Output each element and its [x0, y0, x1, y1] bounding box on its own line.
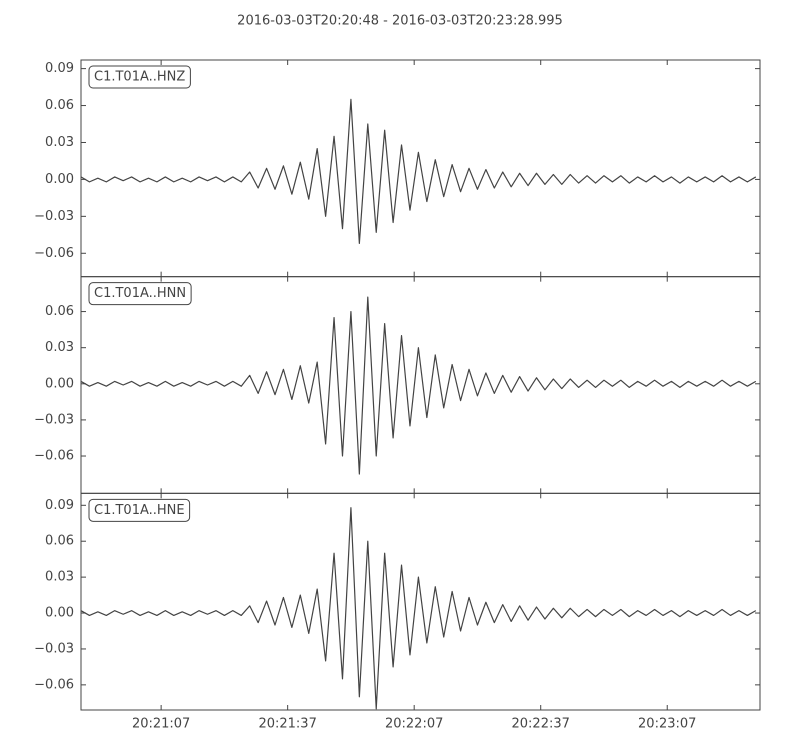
y-tick-label: 0.06: [45, 534, 74, 549]
y-tick-label: −0.03: [34, 412, 74, 427]
y-tick-label: −0.03: [34, 209, 74, 224]
y-tick-label: 0.09: [45, 61, 74, 76]
trace-label-box: [88, 65, 191, 89]
trace: [81, 507, 757, 710]
x-tick-label: 20:22:07: [385, 717, 443, 732]
x-tick-label: 20:21:07: [132, 717, 190, 732]
trace: [81, 98, 757, 245]
y-tick-label: −0.06: [34, 677, 74, 692]
y-tick-label: −0.03: [34, 641, 74, 656]
y-tick-label: 0.06: [45, 98, 74, 113]
x-tick-label: 20:21:37: [258, 717, 316, 732]
y-tick-label: 0.00: [45, 376, 74, 391]
trace-label: C1.T01A..HNZ: [94, 70, 185, 85]
x-tick-label: 20:23:07: [638, 717, 696, 732]
trace-label-box: [88, 498, 191, 522]
y-tick-label: −0.06: [34, 246, 74, 261]
y-tick-label: 0.06: [45, 304, 74, 319]
panel-frame: [80, 492, 761, 711]
trace-label: C1.T01A..HNE: [94, 503, 185, 518]
y-tick-label: 0.03: [45, 340, 74, 355]
y-tick-label: 0.03: [45, 570, 74, 585]
trace: [81, 296, 757, 475]
y-tick-label: 0.00: [45, 606, 74, 621]
y-tick-label: 0.09: [45, 498, 74, 513]
y-tick-label: 0.03: [45, 135, 74, 150]
y-tick-label: −0.06: [34, 449, 74, 464]
trace-label-box: [88, 282, 192, 306]
chart-title: 2016-03-03T20:20:48 - 2016-03-03T20:23:2…: [237, 14, 563, 29]
x-tick-label: 20:22:37: [512, 717, 570, 732]
y-tick-label: 0.00: [45, 172, 74, 187]
trace-label: C1.T01A..HNN: [94, 286, 186, 301]
